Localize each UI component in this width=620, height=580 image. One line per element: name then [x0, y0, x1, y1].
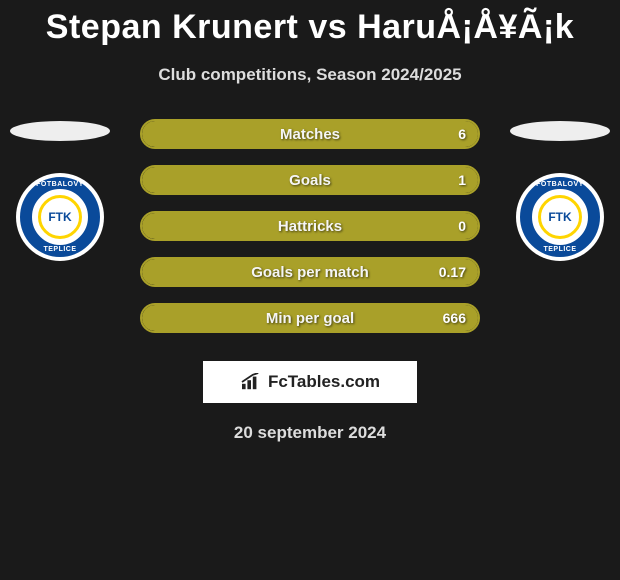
badge-text-top: FOTBALOVÝ: [536, 181, 584, 188]
player-left-column: FOTBALOVÝ FTK TEPLICE: [0, 119, 120, 261]
stats-list: Matches 6 Goals 1 Hattricks 0 Goals per …: [140, 119, 480, 333]
player-left-club-badge: FOTBALOVÝ FTK TEPLICE: [16, 173, 104, 261]
stat-row: Hattricks 0: [140, 211, 480, 241]
chart-icon: [240, 373, 262, 391]
subtitle: Club competitions, Season 2024/2025: [0, 65, 620, 85]
badge-inner: FTK: [538, 195, 582, 239]
comparison-panel: FOTBALOVÝ FTK TEPLICE FOTBALOVÝ FTK TEPL…: [0, 119, 620, 333]
stat-row: Goals 1: [140, 165, 480, 195]
stat-row: Goals per match 0.17: [140, 257, 480, 287]
stat-label: Matches: [280, 126, 340, 143]
footer-logo[interactable]: FcTables.com: [203, 361, 417, 403]
stat-value-right: 0.17: [439, 264, 466, 280]
badge-text-bottom: TEPLICE: [43, 246, 76, 253]
stat-value-right: 1: [458, 172, 466, 188]
player-left-avatar: [10, 121, 110, 141]
footer-date: 20 september 2024: [0, 423, 620, 443]
player-right-column: FOTBALOVÝ FTK TEPLICE: [500, 119, 620, 261]
stat-label: Hattricks: [278, 218, 342, 235]
stat-row: Min per goal 666: [140, 303, 480, 333]
stat-label: Goals per match: [251, 264, 369, 281]
stat-row: Matches 6: [140, 119, 480, 149]
badge-inner: FTK: [38, 195, 82, 239]
badge-text-top: FOTBALOVÝ: [36, 181, 84, 188]
stat-value-right: 6: [458, 126, 466, 142]
player-right-avatar: [510, 121, 610, 141]
stat-label: Goals: [289, 172, 331, 189]
player-right-club-badge: FOTBALOVÝ FTK TEPLICE: [516, 173, 604, 261]
stat-value-right: 0: [458, 218, 466, 234]
footer-logo-text: FcTables.com: [268, 372, 380, 392]
badge-text-bottom: TEPLICE: [543, 246, 576, 253]
stat-label: Min per goal: [266, 310, 354, 327]
stat-value-right: 666: [443, 310, 466, 326]
page-title: Stepan Krunert vs HaruÅ¡Å¥Ã¡k: [0, 0, 620, 47]
